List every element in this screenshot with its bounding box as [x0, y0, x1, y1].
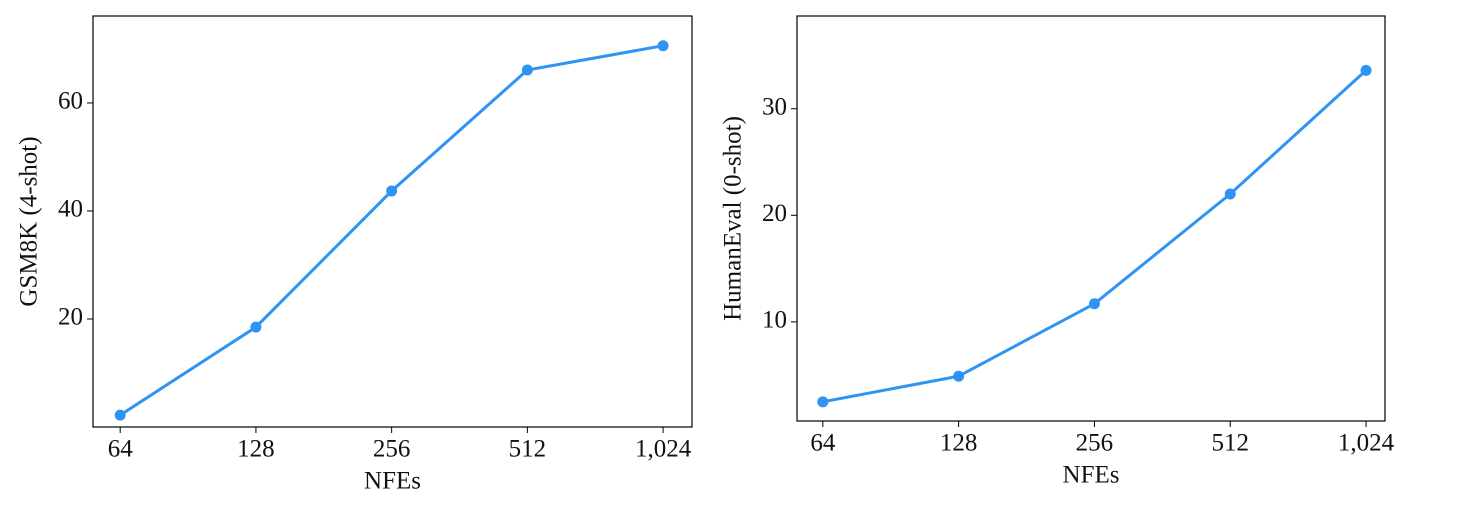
y-axis-label: GSM8K (4-shot)	[16, 136, 43, 306]
plot-frame	[796, 15, 1386, 422]
data-point	[1224, 188, 1236, 200]
data-point	[521, 64, 533, 76]
x-tick-label: 64	[108, 436, 134, 463]
x-tick-label: 1,024	[635, 436, 692, 463]
y-tick-label: 10	[762, 307, 787, 334]
series-line	[822, 69, 1368, 404]
x-tick-label: 128	[940, 430, 978, 457]
x-axis-label: NFEs	[364, 468, 421, 495]
x-tick-label: 128	[237, 436, 275, 463]
y-axis-label: HumanEval (0-shot)	[720, 116, 747, 321]
x-tick-label: 256	[373, 436, 411, 463]
plot-frame	[92, 15, 693, 428]
data-point	[817, 396, 829, 408]
y-tick-label: 20	[762, 200, 787, 227]
x-tick-label: 64	[810, 430, 836, 457]
data-point	[114, 409, 126, 421]
data-point	[386, 185, 398, 197]
data-point	[250, 321, 262, 333]
data-point	[953, 370, 965, 382]
x-tick-label: 512	[1211, 430, 1249, 457]
data-point	[1088, 298, 1100, 310]
y-tick-label: 20	[58, 304, 83, 331]
x-axis-label: NFEs	[1063, 462, 1120, 489]
data-point	[1360, 64, 1372, 76]
x-tick-label: 256	[1076, 430, 1114, 457]
x-tick-label: 1,024	[1338, 430, 1395, 457]
y-tick-label: 60	[58, 88, 83, 115]
y-tick-label: 40	[58, 196, 83, 223]
series-line	[119, 44, 664, 417]
y-tick-label: 30	[762, 93, 787, 120]
x-tick-label: 512	[509, 436, 547, 463]
data-point	[657, 40, 669, 52]
